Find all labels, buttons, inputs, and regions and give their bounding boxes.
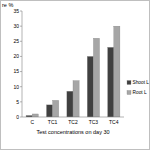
legend-swatch: [127, 91, 131, 95]
chart-svg: re % 0 5 10 15 20 25 30 35 C TC1 TC2 TC3 TC4Test conc…: [0, 0, 150, 150]
bar: [108, 47, 114, 117]
bar: [32, 114, 38, 117]
bars: [26, 26, 120, 117]
y-tick-label: 25: [13, 38, 19, 44]
x-tick-label: C: [30, 119, 34, 125]
x-tick-label: TC3: [89, 119, 99, 125]
y-tick-label: 0: [16, 114, 19, 120]
chart-frame: [1, 1, 150, 150]
y-tick-label: 10: [13, 84, 19, 90]
legend-swatch: [127, 81, 131, 85]
y-tick-label: 20: [13, 53, 19, 59]
x-axis-label: Test concentrations on day 30: [36, 129, 109, 135]
y-tick-label: 15: [13, 68, 19, 74]
chart: re % 0 5 10 15 20 25 30 35 C TC1 TC2 TC3 TC4Test conc…: [0, 0, 150, 150]
bar: [67, 91, 73, 117]
x-tick-label: TC4: [109, 119, 119, 125]
y-axis-label: re %: [2, 2, 13, 8]
bar: [114, 26, 120, 117]
bar: [73, 81, 79, 117]
y-tick-label: 5: [16, 99, 19, 105]
x-tick-label: TC1: [48, 119, 58, 125]
y-tick-label: 35: [13, 8, 19, 14]
bar: [53, 100, 59, 117]
x-tick-label: TC2: [68, 119, 78, 125]
x-axis: [22, 117, 124, 118]
bar: [87, 56, 93, 117]
y-tick-label: 30: [13, 23, 19, 29]
legend-label: Root L: [133, 90, 147, 95]
bar: [46, 105, 52, 117]
legend-label: Shoot L: [133, 80, 150, 85]
y-axis: [22, 11, 23, 117]
bar: [93, 38, 99, 117]
